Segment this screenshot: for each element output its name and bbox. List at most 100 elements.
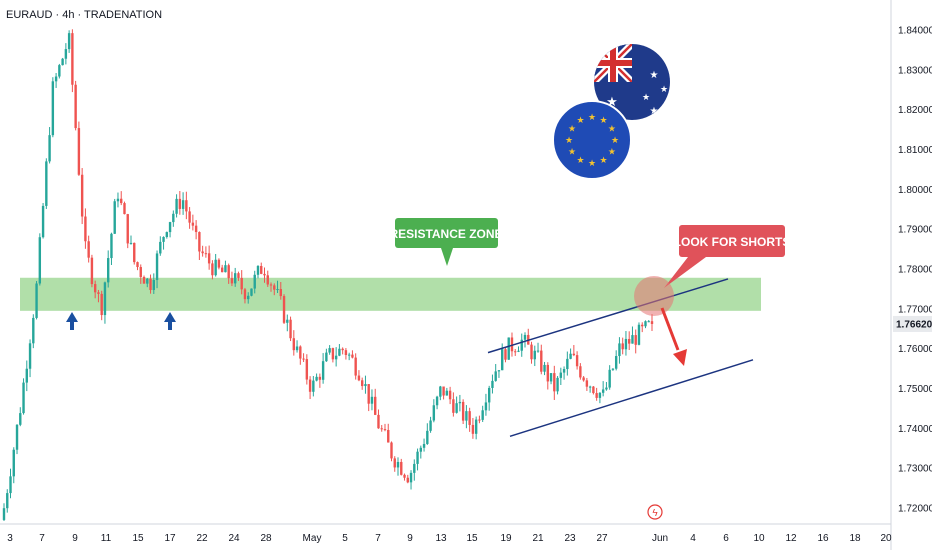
candle-body <box>77 128 81 175</box>
candle-body <box>318 376 322 380</box>
candle-body <box>370 396 374 404</box>
candle-body <box>87 241 90 258</box>
candle-body <box>478 419 481 421</box>
lightning-event-icon[interactable]: ϟ <box>647 504 663 520</box>
candle-body <box>520 339 523 351</box>
resistance-zone-label: RESISTANCE ZONE <box>389 218 503 266</box>
candle-body <box>497 370 501 372</box>
candle-body <box>152 280 155 291</box>
x-tick-label: 28 <box>260 533 272 544</box>
time-axis[interactable]: 3 7 9 11 15 17 22 24 28 May 5 7 9 13 15 19 21 23 27 Jun 4 6 10… <box>7 533 892 544</box>
eu-star-icon: ★ <box>599 115 607 125</box>
candle-body <box>2 508 6 520</box>
eu-star-icon: ★ <box>576 155 584 165</box>
candle-body <box>644 321 647 327</box>
candle-body <box>172 213 175 223</box>
candle-body <box>383 429 387 431</box>
candle-body <box>439 386 442 397</box>
candle-body <box>634 335 637 345</box>
candle-body <box>461 401 465 421</box>
candle-body <box>162 236 165 242</box>
candle-body <box>458 401 462 404</box>
candle-body <box>429 420 432 431</box>
candle-body <box>416 451 419 464</box>
candle-body <box>390 442 393 459</box>
price-axis[interactable]: 1.84000 1.83000 1.82000 1.81000 1.80000 1.790… <box>898 26 932 515</box>
candle-body <box>240 277 243 290</box>
candle-body <box>517 350 520 352</box>
support-arrow-marker <box>164 312 176 330</box>
candle-body <box>546 364 549 382</box>
candle-body <box>41 205 45 238</box>
candle-body <box>292 338 296 351</box>
candle-body <box>214 259 217 276</box>
candle-body <box>543 364 546 372</box>
candle-body <box>146 278 149 284</box>
candle-body <box>276 289 279 291</box>
candle-body <box>54 76 58 82</box>
candle-body <box>422 443 426 448</box>
candle-body <box>357 375 361 381</box>
candle-body <box>25 368 28 383</box>
candle-body <box>595 393 598 398</box>
x-tick-label: 7 <box>39 533 45 544</box>
candle-body <box>321 361 325 380</box>
candle-body <box>403 474 406 478</box>
candle-body <box>194 225 198 233</box>
channel-lower-line <box>509 359 754 438</box>
candle-body <box>608 369 611 388</box>
candle-body <box>393 458 396 468</box>
x-tick-label: 22 <box>196 533 208 544</box>
y-tick-label: 1.73000 <box>898 464 932 475</box>
candle-body <box>338 348 341 356</box>
candle-body <box>217 259 221 268</box>
candle-body <box>175 198 178 214</box>
candle-body <box>295 346 299 351</box>
candle-body <box>605 387 608 390</box>
x-tick-label: 13 <box>435 533 447 544</box>
x-tick-label: 9 <box>72 533 78 544</box>
y-tick-label: 1.82000 <box>898 105 932 116</box>
candle-body <box>445 390 449 396</box>
candle-body <box>201 251 204 254</box>
candle-body <box>28 343 32 369</box>
candle-body <box>15 424 19 450</box>
x-tick-label: 3 <box>7 533 13 544</box>
y-tick-label: 1.79000 <box>898 225 932 236</box>
candle-body <box>204 253 208 255</box>
candle-body <box>74 84 77 129</box>
y-tick-label: 1.84000 <box>898 26 932 37</box>
candle-body <box>139 267 142 277</box>
candle-body <box>233 273 237 284</box>
x-tick-label: 4 <box>690 533 696 544</box>
x-tick-label: 24 <box>228 533 240 544</box>
candle-body <box>448 390 452 400</box>
candle-body <box>129 242 133 244</box>
candle-body <box>269 284 273 286</box>
candle-body <box>510 337 514 352</box>
svg-text:RESISTANCE ZONE: RESISTANCE ZONE <box>389 227 502 241</box>
eu-star-icon: ★ <box>588 112 596 122</box>
candle-body <box>120 198 123 204</box>
candle-body <box>331 348 335 360</box>
candle-body <box>263 273 266 276</box>
y-tick-label: 1.78000 <box>898 265 932 276</box>
x-tick-label: 27 <box>596 533 608 544</box>
candle-body <box>491 380 494 388</box>
candle-body <box>113 201 116 234</box>
candle-body <box>38 237 42 284</box>
candle-body <box>123 203 126 215</box>
plot-area[interactable] <box>0 0 891 524</box>
candle-body <box>647 321 650 323</box>
candle-body <box>6 493 9 509</box>
eu-star-icon: ★ <box>608 147 616 157</box>
candle-body <box>155 253 159 281</box>
candle-body <box>360 380 364 387</box>
candle-body <box>308 379 312 392</box>
candle-body <box>575 355 579 367</box>
candle-body <box>315 376 318 381</box>
eu-star-icon: ★ <box>568 124 576 134</box>
candle-body <box>302 358 305 360</box>
candle-body <box>367 384 370 404</box>
